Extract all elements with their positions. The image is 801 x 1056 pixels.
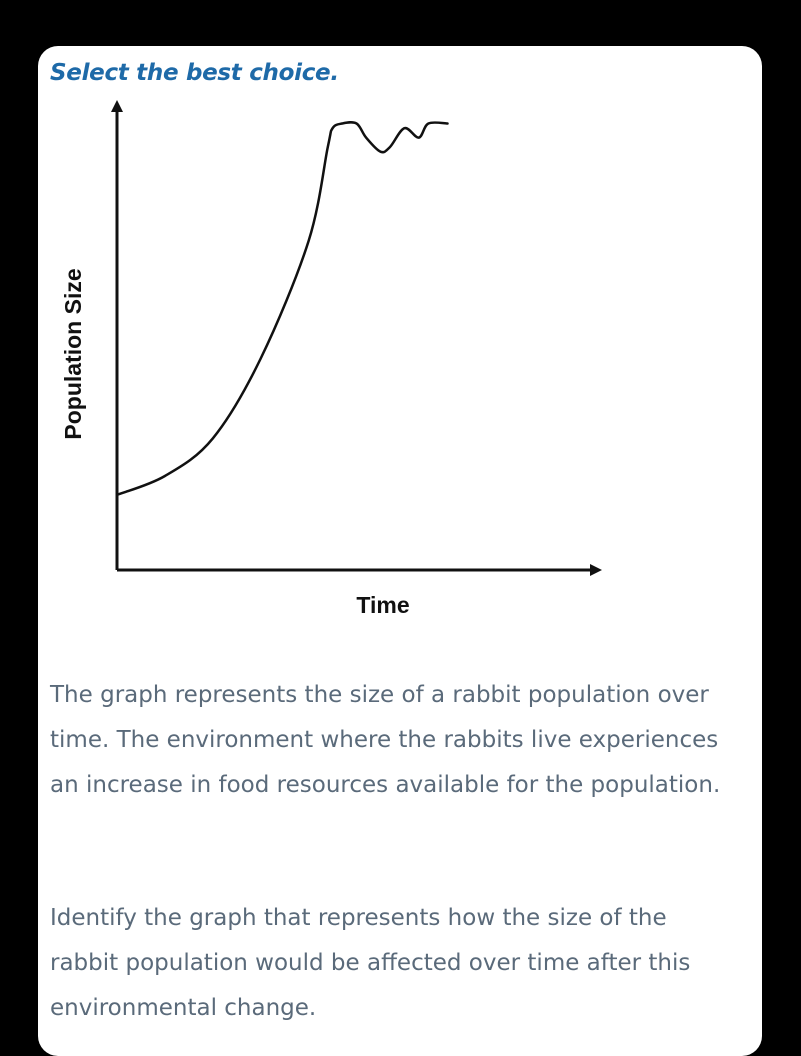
x-axis-label: Time — [356, 592, 409, 618]
question-prompt: Select the best choice. — [50, 60, 339, 86]
question-card: Select the best choice. Time Population … — [38, 46, 762, 1056]
question-context: The graph represents the size of a rabbi… — [50, 682, 721, 798]
population-curve — [115, 121, 449, 497]
population-chart: Time Population Size — [60, 100, 602, 618]
x-axis-arrowhead — [590, 564, 602, 576]
y-axis-arrowhead — [111, 100, 123, 112]
y-axis-label: Population Size — [60, 268, 86, 439]
question-instruction: Identify the graph that represents how t… — [50, 905, 691, 1021]
